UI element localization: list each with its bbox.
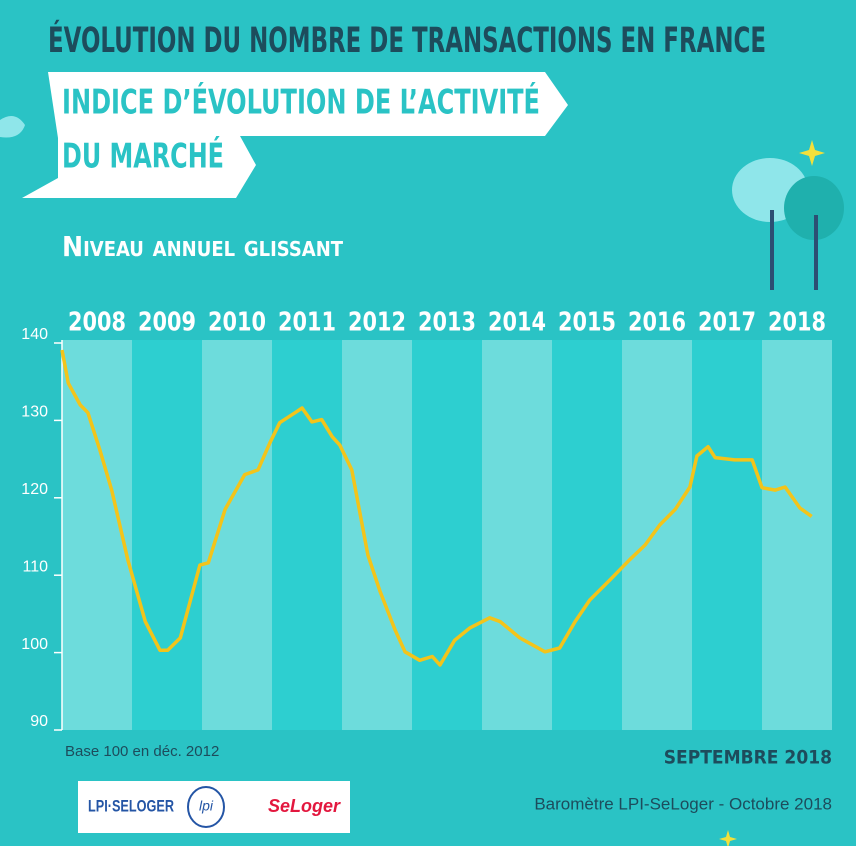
year-band — [132, 340, 202, 730]
line — [60, 349, 813, 667]
ribbon-line: INDICE D’ÉVOLUTION DE L’ACTIVITÉ — [62, 82, 540, 123]
year-band — [692, 340, 762, 730]
y-tick-label: 120 — [21, 481, 48, 498]
x-tick-label: 2016 — [628, 308, 686, 338]
year-band — [272, 340, 342, 730]
logo: lpi — [199, 798, 214, 814]
year-band — [412, 340, 482, 730]
subtitle: Niveau annuel glissant — [62, 230, 344, 263]
x-tick-label: 2012 — [348, 308, 406, 338]
x-tick-label: 2011 — [278, 308, 336, 338]
y-tick-label: 100 — [21, 636, 48, 653]
year-band — [552, 340, 622, 730]
year-band — [482, 340, 552, 730]
logo: LPI·SELOGER — [88, 796, 174, 815]
logo: SeLoger — [268, 796, 341, 816]
ribbon-line: DU MARCHÉ — [62, 136, 224, 177]
year-band — [762, 340, 832, 730]
x-tick-label: 2017 — [698, 308, 756, 338]
trees — [719, 140, 844, 846]
logo-ring — [187, 786, 225, 828]
year-band — [622, 340, 692, 730]
year-band — [202, 340, 272, 730]
x-tick-label: 2018 — [768, 308, 826, 338]
x-tick-label: 2015 — [558, 308, 616, 338]
y-tick-label: 90 — [30, 713, 48, 730]
x-tick-label: 2014 — [488, 308, 546, 338]
y-tick-label: 130 — [21, 404, 48, 421]
x-tick-label: 2010 — [208, 308, 266, 338]
source: Baromètre LPI-SeLoger - Octobre 2018 — [534, 794, 832, 813]
y-tick-label: 110 — [22, 558, 48, 575]
x-tick-label: 2009 — [138, 308, 196, 338]
y-tick-label: 140 — [21, 326, 48, 343]
note: Base 100 en déc. 2012 — [65, 743, 219, 760]
date: SEPTEMBRE 2018 — [664, 747, 832, 769]
x-tick-label: 2013 — [418, 308, 476, 338]
x-tick-label: 2008 — [68, 308, 126, 338]
ribbon — [22, 72, 568, 198]
year-band — [342, 340, 412, 730]
cloud — [0, 116, 25, 138]
title: ÉVOLUTION DU NOMBRE DE TRANSACTIONS EN F… — [48, 19, 766, 61]
